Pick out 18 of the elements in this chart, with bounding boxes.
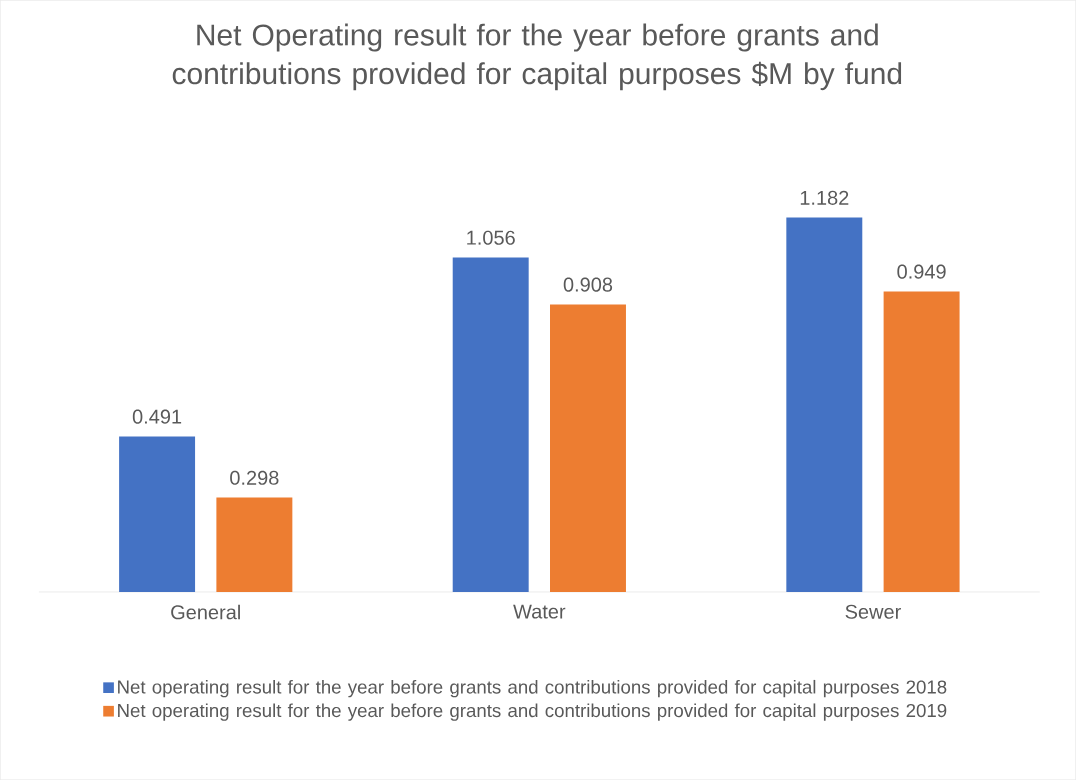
data-label: 0.949 <box>897 264 946 279</box>
bar <box>786 217 863 592</box>
bar <box>550 304 626 592</box>
legend-label: Net operating result for the year before grants and contributions provided for capital purposes 2019 <box>118 703 947 721</box>
bar <box>883 291 960 592</box>
x-tick-label: Water <box>513 604 566 619</box>
data-label: 1.182 <box>800 190 849 205</box>
data-label: 1.056 <box>467 230 515 245</box>
bar <box>119 436 196 592</box>
chart-title: Net Operating result for the year before grants and contributions provided for capital purposes $M by fund <box>172 23 902 91</box>
legend-label: Net operating result for the year before grants and contributions provided for capital purposes 2018 <box>118 679 947 698</box>
data-label: 0.908 <box>563 277 613 292</box>
x-tick-label: Sewer <box>845 604 901 619</box>
x-tick-label: General <box>171 604 240 620</box>
data-label: 0.298 <box>230 470 279 485</box>
data-label: 0.491 <box>132 409 182 424</box>
bar <box>216 497 293 592</box>
bar <box>452 257 529 592</box>
